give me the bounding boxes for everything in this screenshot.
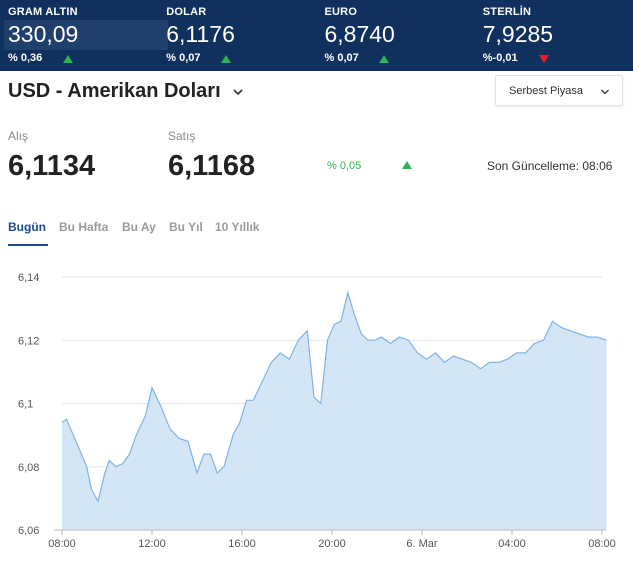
active-tab-indicator xyxy=(8,244,48,246)
ticker-change: % 0,36 xyxy=(8,52,43,64)
chevron-down-icon[interactable] xyxy=(232,86,244,98)
ticker-bar: GRAM ALTIN 330,09 % 0,36 DOLAR 6,1176 % … xyxy=(0,0,633,71)
ticker-value: 7,9285 xyxy=(482,21,554,47)
ticker-item-euro[interactable]: EURO 6,8740 % 0,07 xyxy=(317,0,475,71)
y-tick-label: 6,1 xyxy=(18,399,33,411)
buy-label: Alış xyxy=(8,129,29,143)
buy-value: 6,1134 xyxy=(8,150,96,182)
series-line xyxy=(61,290,607,504)
ticker-value: 6,8740 xyxy=(324,21,395,47)
tab-this-month[interactable]: Bu Ay xyxy=(122,220,156,234)
exchange-rate-chart[interactable]: 6,14 6,12 6,1 6,08 6,06 08:00 12:00 16:00 20:00 6… xyxy=(0,250,633,564)
up-arrow-icon xyxy=(63,55,73,63)
y-tick-label: 6,08 xyxy=(18,462,39,474)
ticker-name: GRAM ALTIN xyxy=(8,6,78,18)
y-tick-label: 6,12 xyxy=(18,335,39,347)
up-arrow-icon xyxy=(221,55,232,63)
market-select[interactable]: Serbest Piyasa xyxy=(495,75,623,106)
ticker-highlight xyxy=(4,20,168,50)
ticker-value: 6,1176 xyxy=(166,21,235,47)
market-select-label: Serbest Piyasa xyxy=(509,85,583,97)
ticker-name: EURO xyxy=(324,6,358,18)
tab-10-years[interactable]: 10 Yıllık xyxy=(215,220,260,234)
down-arrow-icon xyxy=(538,55,549,63)
ticker-value: 330,09 xyxy=(8,21,79,47)
x-tick-label: 04:00 xyxy=(498,538,526,550)
tab-today[interactable]: Bugün xyxy=(8,220,46,234)
chevron-down-icon xyxy=(601,89,609,95)
series-area xyxy=(62,292,607,530)
up-arrow-icon xyxy=(402,161,412,169)
change-percent: % 0,05 xyxy=(327,160,362,172)
x-tick-label: 20:00 xyxy=(318,538,346,550)
x-tick-label: 6. Mar xyxy=(406,538,438,550)
y-tick-label: 6,14 xyxy=(18,272,39,284)
x-tick-label: 12:00 xyxy=(138,538,166,550)
x-tick-label: 16:00 xyxy=(228,538,256,550)
last-updated: Son Güncelleme: 08:06 xyxy=(487,159,613,173)
tab-this-week[interactable]: Bu Hafta xyxy=(59,220,109,234)
ticker-change: % 0,07 xyxy=(324,52,359,64)
tab-this-year[interactable]: Bu Yıl xyxy=(169,220,203,234)
y-tick-label: 6,06 xyxy=(18,525,39,537)
ticker-item-gram-altin[interactable]: GRAM ALTIN 330,09 % 0,36 xyxy=(0,0,168,71)
ticker-name: STERLİN xyxy=(482,6,532,18)
sell-value: 6,1168 xyxy=(168,150,256,182)
x-tick-label: 08:00 xyxy=(48,538,76,550)
x-tick-label: 08:00 xyxy=(588,538,616,550)
ticker-item-sterlin[interactable]: STERLİN 7,9285 %-0,01 xyxy=(475,0,633,71)
ticker-change: %-0,01 xyxy=(482,52,518,64)
page-title: USD - Amerikan Doları xyxy=(8,80,221,102)
ticker-item-dolar[interactable]: DOLAR 6,1176 % 0,07 xyxy=(158,0,316,71)
sell-label: Satış xyxy=(168,129,196,143)
up-arrow-icon xyxy=(378,55,389,63)
ticker-name: DOLAR xyxy=(166,6,207,18)
ticker-change: % 0,07 xyxy=(166,52,201,64)
